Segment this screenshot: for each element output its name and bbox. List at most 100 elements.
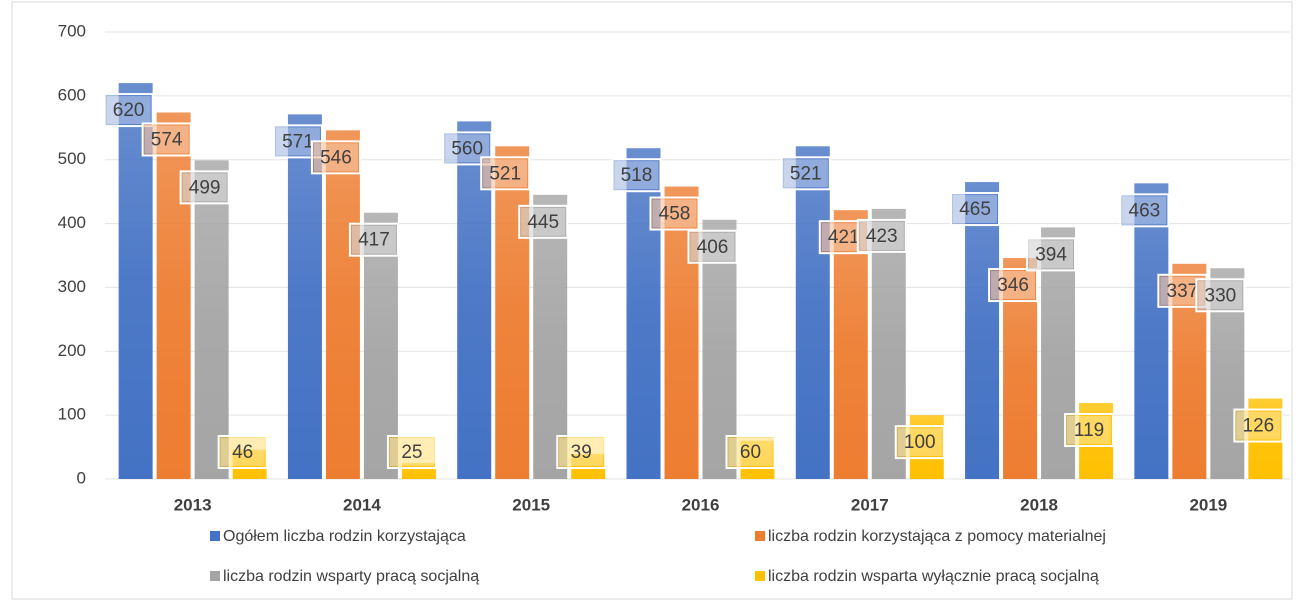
data-label-box — [780, 156, 831, 191]
data-label-box — [649, 196, 700, 231]
data-label-bg — [728, 438, 773, 466]
legend-swatch — [755, 571, 765, 581]
legend-label: liczba rodzin wsparty pracą socjalną — [223, 568, 479, 585]
x-tick-label: 2018 — [1020, 495, 1058, 514]
data-label: 574 — [151, 129, 183, 150]
data-label-bg — [1236, 411, 1281, 440]
bar — [457, 121, 492, 480]
data-label-bg — [614, 161, 659, 190]
data-label-box — [518, 204, 569, 239]
legend-swatch — [210, 571, 220, 581]
data-label-bg — [1029, 240, 1074, 269]
data-label-box — [141, 122, 192, 157]
y-tick-label: 500 — [58, 149, 86, 168]
bar — [118, 83, 153, 479]
data-label-bg — [690, 232, 735, 261]
data-label: 463 — [1129, 200, 1161, 221]
data-label-bg — [351, 225, 396, 254]
data-label-box — [1119, 193, 1170, 228]
data-label-box — [386, 435, 437, 469]
data-label-box — [1233, 408, 1284, 443]
data-label-bg — [313, 143, 358, 172]
bar — [156, 112, 191, 480]
bar — [664, 186, 699, 479]
y-tick-label: 200 — [58, 341, 86, 360]
data-label-bg — [144, 125, 189, 154]
bar — [1172, 263, 1207, 479]
bar — [833, 210, 868, 479]
bar — [1248, 398, 1283, 479]
data-label: 445 — [527, 212, 559, 233]
data-label-box — [818, 220, 869, 255]
data-label-bg — [389, 438, 434, 466]
data-label: 421 — [828, 227, 860, 248]
x-tick-label: 2015 — [512, 495, 550, 514]
data-label-bg — [783, 159, 828, 188]
x-tick-label: 2013 — [174, 495, 212, 514]
data-label-box — [480, 156, 531, 191]
legend-label: liczba rodzin wsparta wyłącznie pracą so… — [768, 568, 1099, 585]
y-tick-label: 300 — [58, 277, 86, 296]
data-label: 521 — [489, 163, 521, 184]
y-tick-label: 100 — [58, 405, 86, 424]
data-label: 518 — [621, 165, 653, 186]
data-label-bg — [859, 221, 904, 250]
data-label-bg — [1067, 416, 1112, 445]
bar — [194, 160, 229, 480]
data-label: 571 — [282, 131, 314, 152]
data-label: 346 — [997, 275, 1029, 296]
data-label-box — [611, 158, 662, 193]
data-label-box — [103, 93, 154, 128]
data-label: 458 — [659, 204, 691, 225]
data-label-box — [856, 218, 907, 253]
data-label: 337 — [1167, 281, 1199, 302]
legend-swatch — [210, 531, 220, 541]
bar — [571, 454, 606, 479]
bar — [495, 146, 530, 479]
data-label-box — [217, 435, 268, 469]
bar — [533, 194, 568, 480]
bar — [740, 440, 775, 479]
data-label-bg — [483, 159, 528, 188]
y-tick-label: 0 — [77, 468, 86, 487]
bar — [1210, 268, 1245, 479]
data-label-box — [1195, 278, 1246, 313]
data-label: 406 — [697, 237, 729, 258]
data-label: 46 — [232, 442, 253, 463]
bar — [1134, 183, 1169, 479]
data-label: 39 — [571, 442, 592, 463]
data-label-bg — [991, 271, 1036, 300]
data-label: 126 — [1243, 416, 1275, 437]
data-label: 423 — [866, 226, 898, 247]
data-label-box — [1064, 413, 1115, 448]
data-label-bg — [652, 199, 697, 228]
data-label-box — [310, 140, 361, 175]
bar — [325, 130, 360, 479]
legend-swatch — [755, 531, 765, 541]
data-label-box — [725, 435, 776, 469]
data-label: 394 — [1035, 244, 1067, 265]
data-label-box — [442, 131, 493, 166]
bar — [1041, 227, 1076, 479]
data-label-box — [272, 124, 323, 159]
bar — [795, 146, 830, 479]
data-label-box — [687, 229, 738, 264]
x-tick-label: 2016 — [682, 495, 720, 514]
data-label: 330 — [1205, 285, 1237, 306]
x-tick-label: 2014 — [343, 495, 381, 514]
data-label: 417 — [358, 230, 390, 251]
y-tick-label: 400 — [58, 213, 86, 232]
data-label-bg — [182, 173, 227, 202]
data-label: 119 — [1074, 420, 1104, 441]
bar — [871, 208, 906, 480]
data-label-box — [348, 222, 399, 257]
legend-label: Ogółem liczba rodzin korzystająca — [223, 528, 466, 545]
data-label: 620 — [113, 100, 145, 121]
bar — [363, 212, 398, 480]
x-tick-label: 2019 — [1189, 495, 1227, 514]
bar — [287, 114, 322, 479]
data-label-box — [179, 170, 230, 205]
data-label: 499 — [189, 177, 221, 198]
data-label: 465 — [959, 199, 991, 220]
